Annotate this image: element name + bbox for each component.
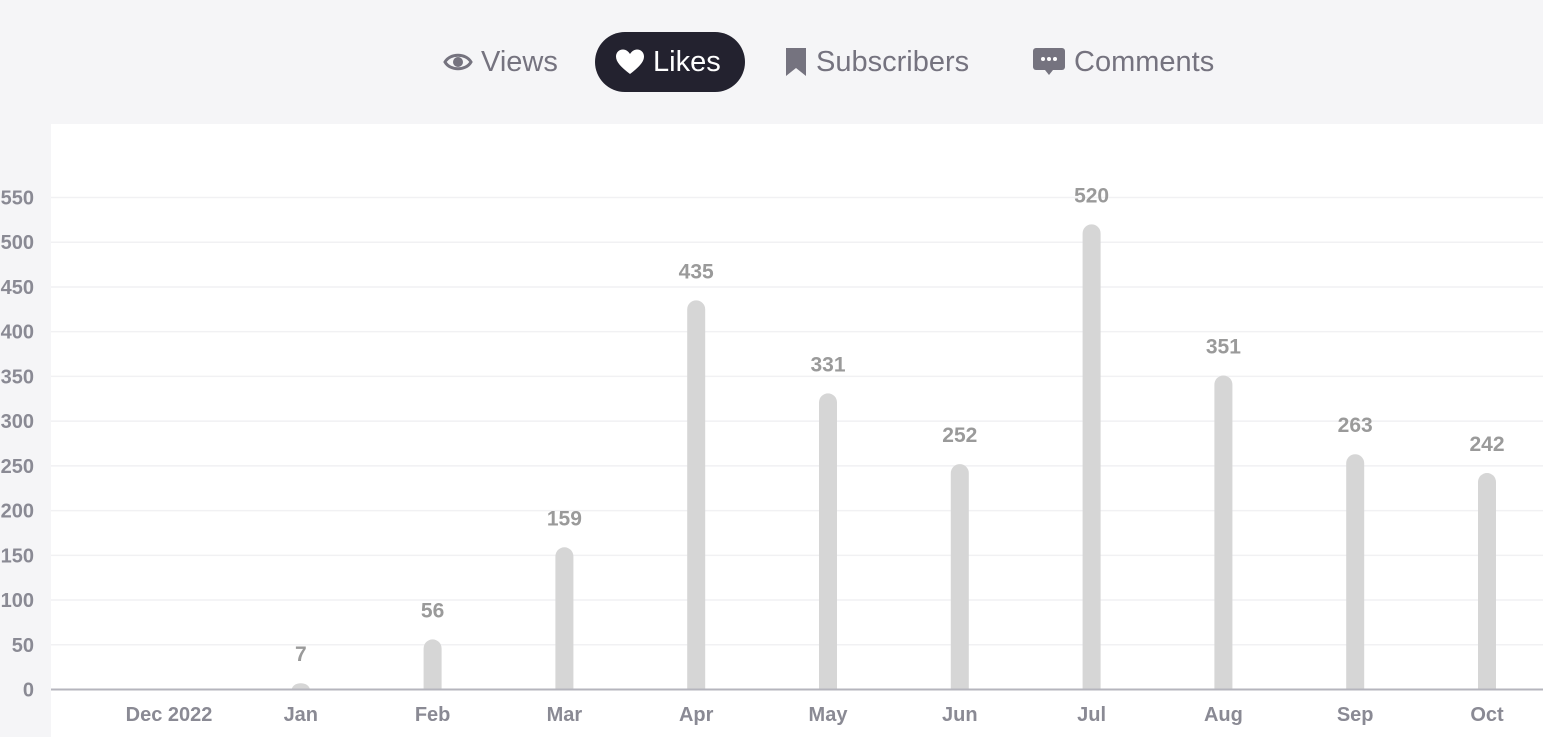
tab-likes[interactable]: Likes <box>595 32 745 92</box>
data-label: 520 <box>1074 184 1109 207</box>
bar-jul[interactable] <box>1082 224 1101 690</box>
y-tick-label: 250 <box>1 456 34 478</box>
y-tick-label: 400 <box>1 322 34 344</box>
y-tick-label: 50 <box>12 635 34 657</box>
bar-apr[interactable] <box>687 300 706 690</box>
bookmark-icon <box>784 47 808 77</box>
data-label: 263 <box>1338 414 1373 437</box>
y-tick-label: 550 <box>1 188 34 210</box>
y-tick-label: 350 <box>1 366 34 388</box>
data-label: 7 <box>295 643 307 666</box>
chart-panel <box>51 124 1543 737</box>
x-tick-label: Sep <box>1337 704 1374 726</box>
tab-comments[interactable]: Comments <box>1032 32 1214 92</box>
tab-views[interactable]: Views <box>443 32 558 92</box>
data-label: 351 <box>1206 336 1241 359</box>
y-tick-label: 0 <box>23 680 34 702</box>
bar-sep[interactable] <box>1346 454 1365 690</box>
data-label: 159 <box>547 507 582 530</box>
bar-jan[interactable] <box>291 683 310 690</box>
data-label: 331 <box>810 353 845 376</box>
data-label: 435 <box>679 260 714 283</box>
tab-subscribers-label: Subscribers <box>816 45 970 78</box>
y-tick-label: 100 <box>1 590 34 612</box>
metric-tabs: Views Likes Subscribers Comments <box>0 32 1543 92</box>
x-tick-label: May <box>809 704 849 726</box>
x-tick-label: Jul <box>1077 704 1106 726</box>
eye-icon <box>443 47 473 77</box>
x-tick-label: Aug <box>1204 704 1243 726</box>
data-label: 242 <box>1469 433 1504 456</box>
x-tick-label: Dec 2022 <box>126 704 213 726</box>
tab-comments-label: Comments <box>1074 45 1215 78</box>
bar-jun[interactable] <box>950 464 969 690</box>
comment-icon <box>1032 47 1066 77</box>
x-tick-label: Feb <box>415 704 451 726</box>
tab-likes-label: Likes <box>653 45 721 78</box>
bar-aug[interactable] <box>1214 375 1233 690</box>
data-label: 252 <box>942 424 977 447</box>
tab-subscribers[interactable]: Subscribers <box>784 32 969 92</box>
x-tick-label: Mar <box>547 704 583 726</box>
bar-may[interactable] <box>819 393 837 690</box>
bar-feb[interactable] <box>423 639 442 690</box>
data-label: 56 <box>421 599 444 622</box>
bar-mar[interactable] <box>555 547 574 690</box>
x-tick-label: Apr <box>679 704 714 726</box>
y-tick-label: 500 <box>1 232 34 254</box>
x-tick-label: Jun <box>942 704 978 726</box>
heart-icon <box>615 48 645 76</box>
x-tick-label: Oct <box>1470 704 1504 726</box>
y-tick-label: 300 <box>1 411 34 433</box>
y-tick-label: 450 <box>1 277 34 299</box>
tab-views-label: Views <box>481 45 558 78</box>
y-tick-label: 150 <box>1 545 34 567</box>
bar-oct[interactable] <box>1478 473 1496 690</box>
y-tick-label: 200 <box>1 501 34 523</box>
x-tick-label: Jan <box>284 704 318 726</box>
